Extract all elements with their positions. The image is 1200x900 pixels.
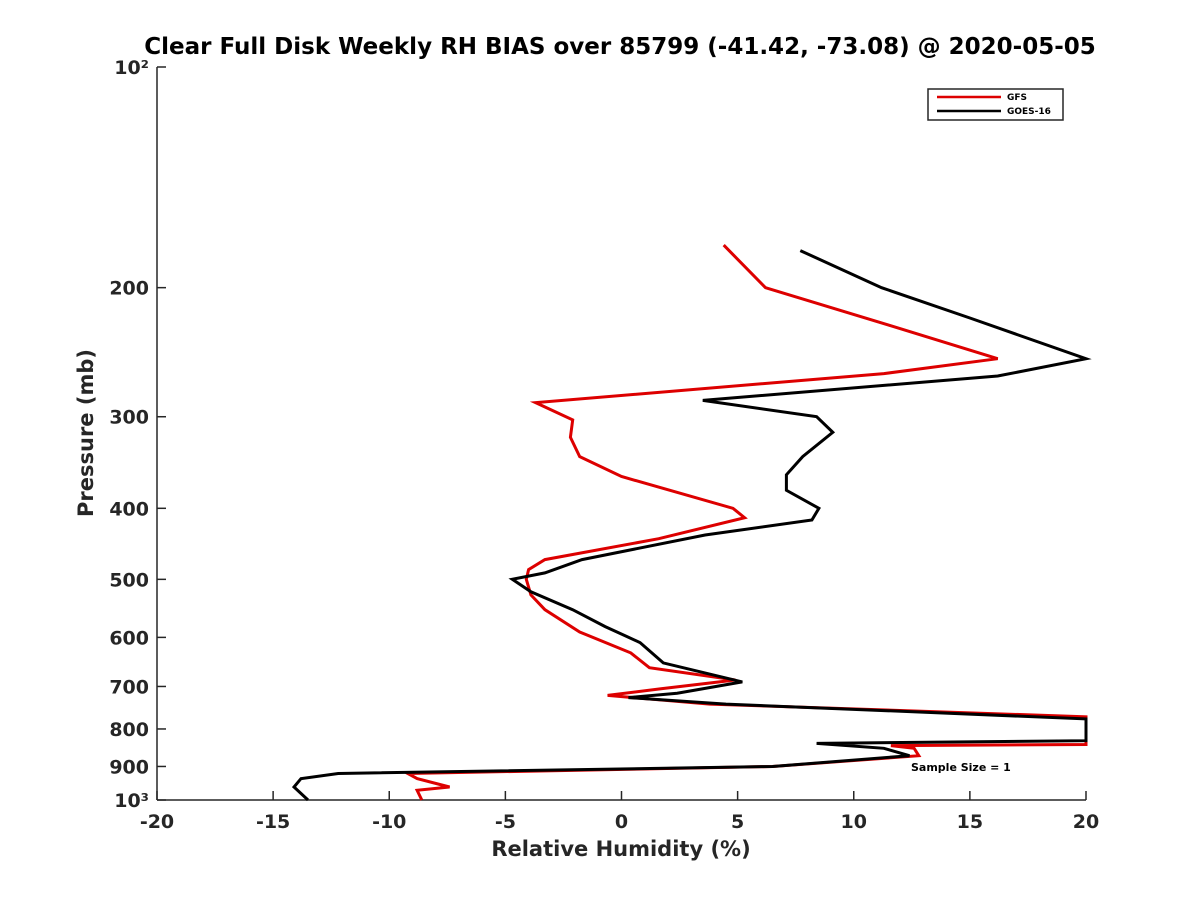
series-line-goes16	[291, 249, 1092, 802]
legend-label-goes16: GOES-16	[1007, 107, 1051, 117]
legend: GFS GOES-16	[927, 88, 1064, 121]
x-tick-label: 0	[615, 811, 628, 833]
y-tick-label: 10²	[114, 57, 149, 79]
y-tick-label: 10³	[114, 790, 149, 812]
y-tick-label: 300	[109, 407, 149, 429]
x-tick-label: -15	[256, 811, 290, 833]
series-group	[291, 244, 1092, 802]
y-axis-label: Pressure (mb)	[74, 349, 98, 517]
legend-label-gfs: GFS	[1007, 93, 1027, 103]
x-axis-ticks: -20 -15 -10 -5 0 5 10 15 20	[140, 791, 1099, 833]
x-tick-label: 5	[731, 811, 744, 833]
y-tick-label: 400	[109, 498, 149, 520]
y-tick-label: 500	[109, 569, 149, 591]
y-tick-label: 600	[109, 627, 149, 649]
y-tick-label: 700	[109, 676, 149, 698]
y-tick-label: 200	[109, 278, 149, 300]
y-axis-ticks: 10² 200 300 400 500 600 700 800 900 10³	[109, 57, 166, 812]
y-tick-label: 800	[109, 719, 149, 741]
x-tick-label: 10	[841, 811, 867, 833]
x-tick-label: -5	[495, 811, 516, 833]
x-axis-label: Relative Humidity (%)	[491, 837, 750, 861]
x-tick-label: 15	[957, 811, 983, 833]
x-tick-label: 20	[1073, 811, 1099, 833]
sample-size-annotation: Sample Size = 1	[911, 761, 1011, 774]
legend-box	[927, 88, 1064, 121]
x-tick-label: -10	[372, 811, 406, 833]
chart-title: Clear Full Disk Weekly RH BIAS over 8579…	[144, 34, 1096, 60]
y-tick-label: 900	[109, 756, 149, 778]
x-tick-label: -20	[140, 811, 174, 833]
